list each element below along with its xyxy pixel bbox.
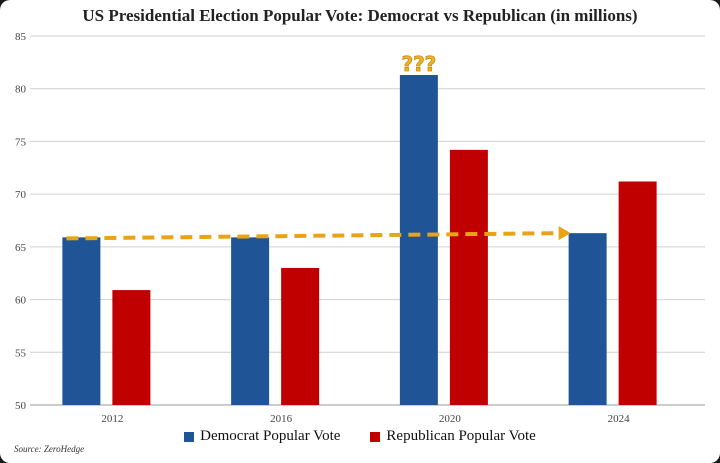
y-tick-label: 75: [15, 136, 27, 148]
x-tick-label: 2012: [101, 413, 123, 425]
y-tick-label: 80: [15, 84, 27, 96]
bar-republican-2024: [618, 181, 657, 405]
legend-swatch-republican: [370, 431, 381, 442]
bars: [62, 75, 657, 405]
arrow-head: [558, 226, 571, 241]
legend-swatch-democrat: [184, 431, 195, 442]
bar-democrat-2020: [399, 75, 438, 405]
x-tick-label: 2024: [608, 413, 631, 425]
y-tick-label: 65: [15, 242, 27, 254]
legend-item-democrat: Democrat Popular Vote: [184, 428, 340, 445]
bar-republican-2016: [281, 267, 320, 405]
bar-democrat-2024: [568, 233, 607, 405]
bar-republican-2020: [449, 149, 488, 405]
y-axis-ticks: 50 55 60 65 70 75 80 85: [15, 31, 27, 412]
legend-label-republican: Republican Popular Vote: [386, 428, 536, 444]
chart-title: US Presidential Election Popular Vote: D…: [82, 6, 638, 25]
legend-label-democrat: Democrat Popular Vote: [200, 428, 341, 444]
annotations: ???: [66, 52, 571, 241]
x-tick-label: 2020: [439, 413, 462, 425]
legend-item-republican: Republican Popular Vote: [370, 428, 536, 445]
legend: Democrat Popular Vote Republican Popular…: [0, 428, 720, 445]
question-marks-annotation: ???: [401, 52, 436, 76]
dashed-trend-arrow: [66, 231, 561, 241]
y-tick-label: 60: [15, 295, 27, 307]
bar-republican-2012: [112, 290, 151, 405]
x-axis-ticks: 2012 2016 2020 2024: [101, 413, 630, 425]
bar-democrat-2012: [62, 237, 101, 405]
source-note: Source: ZeroHedge: [14, 444, 85, 454]
bar-democrat-2016: [231, 237, 270, 405]
y-tick-label: 55: [15, 347, 27, 359]
x-tick-label: 2016: [270, 413, 293, 425]
y-tick-label: 85: [15, 31, 27, 43]
y-tick-label: 50: [15, 400, 27, 412]
y-tick-label: 70: [15, 189, 27, 201]
